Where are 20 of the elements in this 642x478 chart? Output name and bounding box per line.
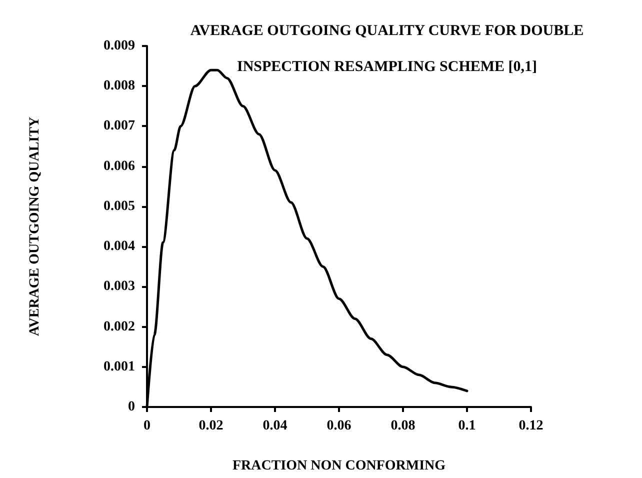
x-tick-label: 0 — [144, 418, 150, 434]
y-tick-label: 0.003 — [104, 279, 135, 294]
y-tick-label: 0.005 — [104, 198, 135, 214]
y-axis-title: AVERAGE OUTGOING QUALITY — [28, 116, 42, 336]
y-tick-label: 0.004 — [104, 239, 135, 254]
y-tick-label: 0.002 — [104, 319, 135, 334]
y-tick-label: 0.008 — [104, 78, 135, 94]
chart-title: AVERAGE OUTGOING QUALITY CURVE FOR DOUBLE INSPECTION RESAMPLING SCHEME [0,1] — [190, 23, 584, 75]
x-tick-label: 0.02 — [198, 418, 224, 434]
x-tick-label: 0.04 — [262, 418, 288, 434]
x-axis-title: FRACTION NON CONFORMING — [232, 458, 446, 474]
x-tick-label: 0.1 — [458, 418, 476, 434]
y-tick-label: 0.007 — [104, 118, 135, 134]
y-tick-label: 0.006 — [104, 158, 135, 174]
y-tick-label: 0.001 — [104, 359, 135, 374]
x-tick-label: 0.12 — [518, 418, 544, 434]
y-tick-label: 0.009 — [104, 38, 135, 54]
x-tick-label: 0.06 — [326, 418, 352, 434]
x-tick-label: 0.08 — [390, 418, 416, 434]
y-tick-label: 0 — [128, 400, 135, 414]
